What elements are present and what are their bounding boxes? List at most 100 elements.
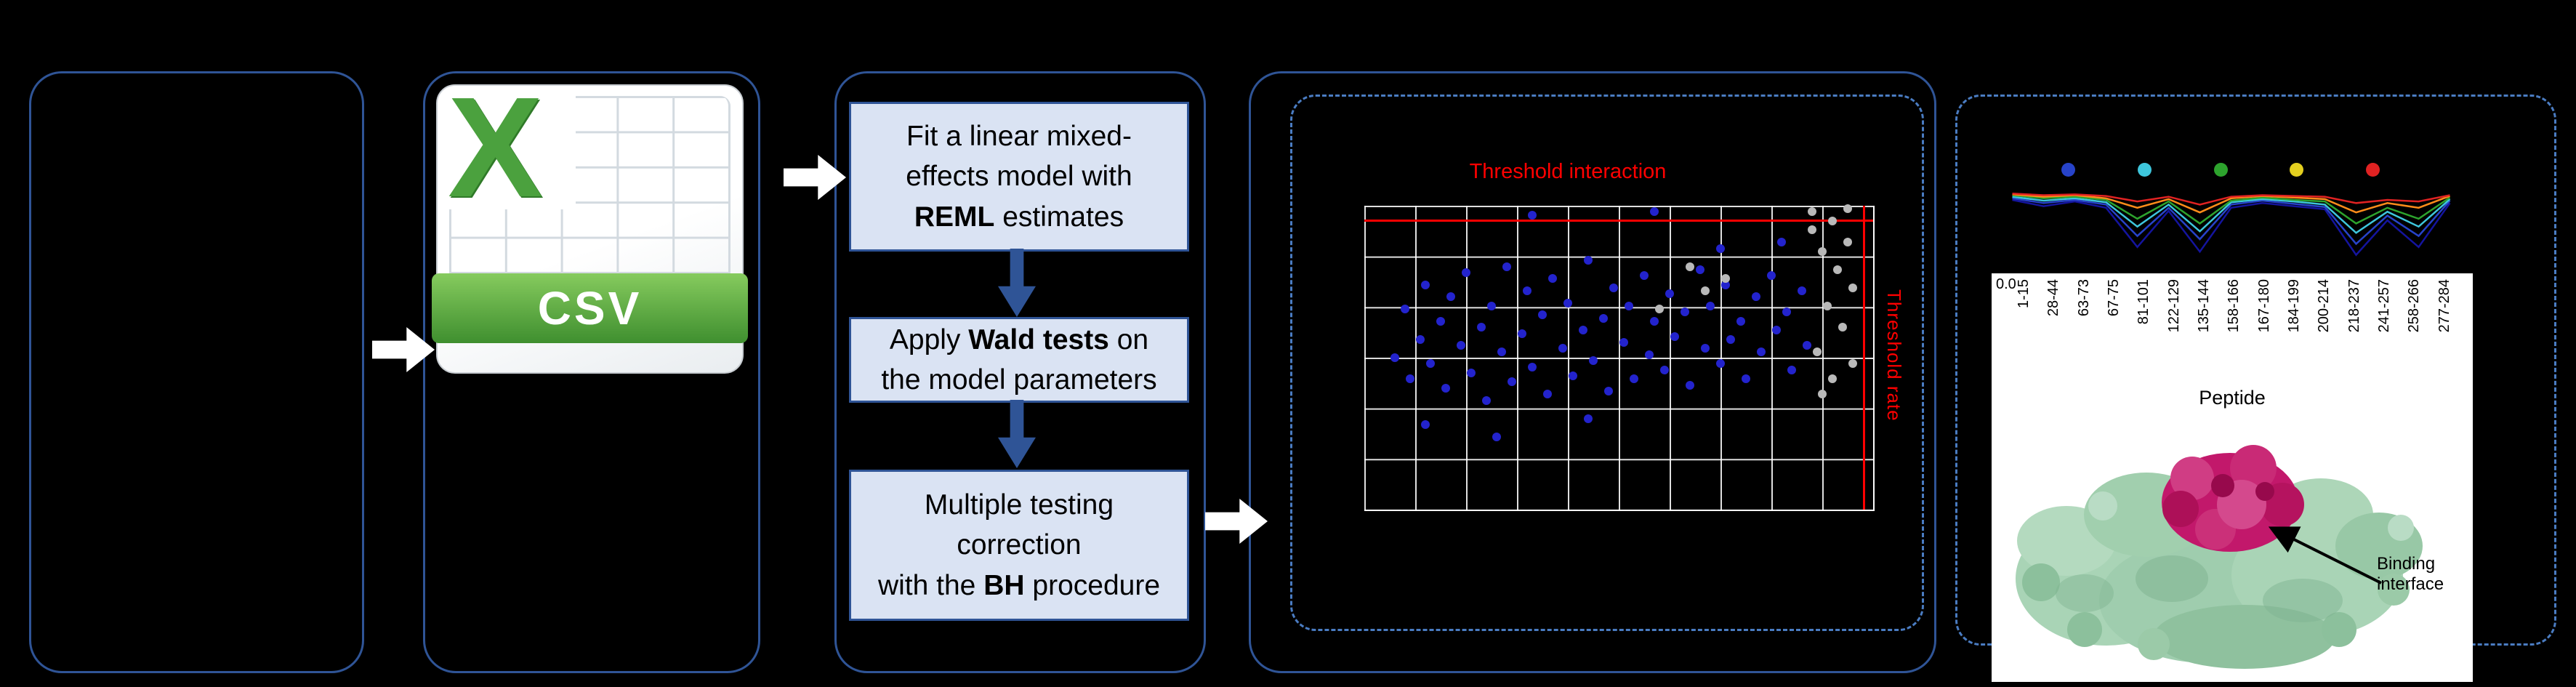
peptide-tick: 184-199 [2279,279,2309,388]
profile-line [2012,198,2451,257]
panel-csv-file [423,71,760,673]
step-bh-box: Multiple testing correction with the BH … [849,470,1189,621]
peptide-tick-label: 158-166 [2226,279,2242,333]
scatter-point [1518,329,1526,338]
peptide-tick: 63-73 [2069,279,2099,388]
step-reml-box: Fit a linear mixed- effects model with R… [849,102,1189,252]
profile-line [2012,193,2450,214]
step-wald-box: Apply Wald tests on the model parameters [849,317,1189,403]
scatter-point [1487,301,1496,310]
scatter-point [1502,262,1511,271]
scatter-title: Threshold interaction [1469,160,1667,183]
scatter-point [1457,341,1465,350]
peptide-tick: 81-101 [2129,279,2159,388]
protein-binding-site [2162,445,2304,552]
scatter-point [1426,359,1435,369]
peptide-tick: 200-214 [2309,279,2339,388]
binding-interface-annotation: Binding interface [2377,554,2444,594]
profile-line [2012,193,2450,206]
peptide-tick: 241-257 [2370,279,2399,388]
scatter-point [1477,323,1486,332]
scatter-point [1818,246,1827,256]
timepoint-dot [2137,163,2152,177]
scatter-point [1848,283,1857,292]
scatter-point [1467,368,1476,377]
scatter-point [1803,341,1811,350]
excel-x-logo: X [448,68,543,227]
scatter-point [1523,286,1531,296]
scatter-point [1787,365,1796,374]
scatter-point [1655,305,1664,314]
binding-arrow [2268,526,2382,584]
scatter-point [1843,204,1852,214]
scatter-point [1401,305,1409,314]
scatter-point [1508,377,1516,387]
peptide-tick-label: 167-180 [2255,279,2272,333]
peptide-tick-label: 218-237 [2346,279,2362,333]
csv-file-icon: X CSV [432,68,748,374]
scatter-point [1482,395,1491,405]
peptide-tick: 158-166 [2219,279,2249,388]
scatter-point [1665,289,1674,299]
peptide-tick-label: 241-257 [2376,279,2393,333]
peptide-tick-label: 1-15 [2016,279,2032,309]
peptide-tick: 28-44 [2039,279,2069,388]
peptide-tick-label: 63-73 [2075,279,2092,317]
threshold-rate-line [1863,206,1865,510]
scatter-point [1436,316,1445,326]
scatter-point [1416,334,1425,344]
threshold-rate-label: Threshold rate [1883,289,1905,422]
scatter-point [1660,365,1669,374]
scatter-point [1599,313,1608,323]
scatter-point [1838,323,1847,332]
scatter-point [1625,301,1633,310]
scatter-point [1441,383,1450,393]
peptide-axis-panel: 0.0 1-15 28-44 63-73 67-75 81-101 122-129 135-… [1992,273,2473,682]
timepoint-dot [2213,163,2228,177]
scatter-point [1528,210,1537,220]
scatter-point [1584,414,1593,423]
threshold-dashed-box [1290,95,1924,631]
scatter-point [1406,374,1414,384]
peptide-tick: 167-180 [2250,279,2279,388]
scatter-point [1579,326,1587,335]
panel-threshold-results [1249,71,1936,673]
scatter-point [1701,344,1710,353]
peptide-tick: 277-284 [2430,279,2460,388]
timepoint-dot [2061,163,2075,177]
scatter-point [1492,432,1501,441]
scatter-point [1569,371,1577,381]
scatter-point [1640,271,1649,281]
scatter-point [1706,301,1715,310]
profile-line [2012,194,2451,225]
scatter-point [1390,353,1399,362]
scatter-plot [1364,204,1875,511]
scatter-point [1828,216,1837,225]
scatter-point [1833,265,1842,274]
peptide-axis-ticks: 1-15 28-44 63-73 67-75 81-101 122-129 135-144 1… [2009,279,2460,388]
peptide-tick: 122-129 [2160,279,2189,388]
scatter-point [1808,207,1816,217]
scatter-point [1446,292,1455,302]
scatter-point [1767,271,1776,281]
scatter-point [1813,347,1822,356]
scatter-point [1828,374,1837,384]
panel-input [29,71,364,673]
profile-line [2012,196,2451,234]
peptide-tick: 218-237 [2340,279,2370,388]
scatter-point [1823,301,1832,310]
scatter-point [1681,308,1689,317]
scatter-point [1757,347,1766,356]
timepoint-dots [2061,163,2380,177]
protein-structure: Binding interface [1997,419,2467,682]
scatter-point [1563,298,1572,308]
peptide-tick-label: 200-214 [2316,279,2333,333]
csv-sheet: X CSV [432,68,748,374]
scatter-point [1421,280,1430,289]
scatter-point [1630,374,1638,384]
csv-banner-label: CSV [537,282,643,334]
step-wald-text: Apply Wald tests on the model parameters [881,324,1157,395]
scatter-point [1742,374,1750,384]
timepoint-dot [2290,163,2304,177]
scatter-point [1604,386,1613,395]
